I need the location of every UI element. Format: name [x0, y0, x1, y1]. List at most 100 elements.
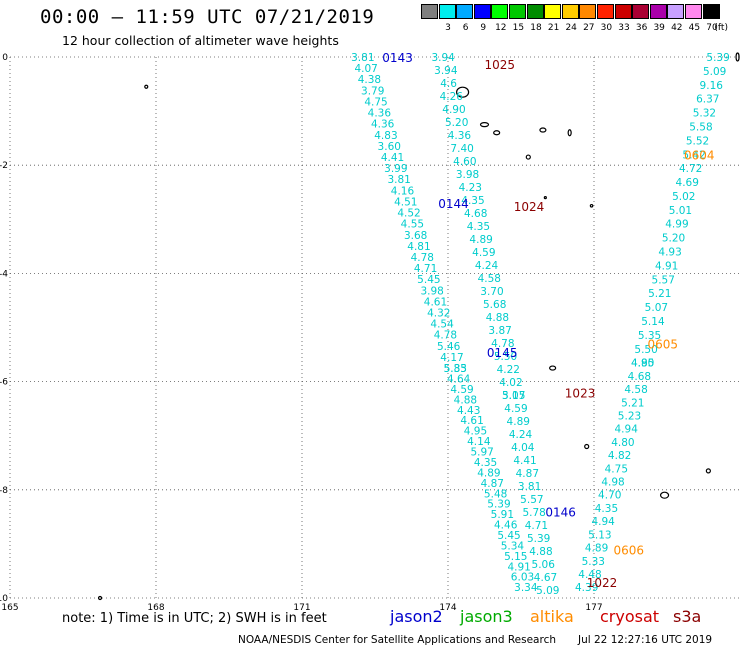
wave-height-value: 4.67: [534, 572, 557, 584]
wave-height-value: 5.46: [437, 341, 461, 353]
wave-height-value: 4.71: [414, 263, 437, 275]
legend-label: 36: [635, 23, 648, 33]
wave-height-value: 4.46: [494, 520, 518, 532]
wave-height-value: 4.89: [477, 467, 500, 479]
legend-swatch: [491, 4, 509, 19]
wave-height-value: 6.03: [511, 572, 534, 584]
wave-height-value: 4.91: [655, 260, 678, 272]
legend-label: 39: [653, 23, 665, 33]
legend-swatch: [509, 4, 526, 19]
legend-label: 24: [565, 23, 577, 33]
wave-height-value: 4.71: [525, 520, 548, 532]
wave-height-value: 4.93: [658, 247, 681, 259]
wave-height-value: 4.55: [401, 219, 424, 231]
island: [659, 491, 670, 499]
altimeter-tracks: 3.814.074.383.794.754.364.364.833.604.41…: [351, 52, 730, 597]
island: [549, 365, 557, 371]
pass-time-labels: 0143 1025 0144 1024 0145 1023 0146 1022 0605 0606…: [382, 51, 714, 590]
pass-time-label: 0144: [438, 197, 469, 211]
wave-height-value: 3.94: [431, 52, 455, 64]
wave-height-value: 4.6: [440, 78, 457, 90]
map-frame: [9, 56, 740, 599]
wave-height-value: 4.23: [459, 182, 482, 194]
pass-time-label: 0145: [487, 346, 518, 360]
wave-height-value: 4.69: [676, 177, 699, 189]
island: [479, 122, 490, 128]
wave-height-value: 4.22: [497, 364, 520, 376]
wave-height-value: 9.16: [700, 80, 724, 92]
lat-tick-label: -2: [0, 161, 8, 171]
legend-swatch: [685, 4, 702, 19]
wave-height-value: 4.60: [453, 156, 476, 168]
wave-height-value: 5.09: [536, 585, 559, 597]
legend-swatch: [579, 4, 597, 19]
pass-time-label: 0146: [545, 505, 576, 519]
wave-height-value: 4.39: [575, 582, 598, 594]
wave-height-value: 4.24: [475, 260, 499, 272]
legend-satellite-jason3: jason3: [460, 607, 513, 626]
island: [567, 129, 572, 137]
wave-height-value: 4.41: [513, 455, 536, 467]
wave-height-value: 3.98: [420, 285, 443, 297]
wave-height-value: 5.01: [669, 205, 692, 217]
island: [456, 86, 470, 98]
wave-height-value: 4.17: [440, 352, 463, 364]
wave-height-value: 5.39: [527, 533, 550, 545]
wave-height-value: 4.82: [608, 450, 631, 462]
wave-height-value: 5.39: [487, 499, 510, 511]
wave-height-value: 5.21: [621, 397, 644, 409]
wave-height-value: 4.83: [374, 130, 397, 142]
wave-height-value: 3.68: [404, 230, 427, 242]
legend-swatch: [473, 4, 491, 19]
credit-text: NOAA/NESDIS Center for Satellite Applica…: [238, 634, 556, 646]
wave-height-value: 4.75: [605, 463, 628, 475]
wave-height-value: 5.39: [706, 52, 729, 64]
wave-height-value: 5.91: [491, 509, 514, 521]
wave-height-value: 5.45: [497, 530, 520, 542]
legend-swatch: [667, 4, 685, 19]
wave-height-value: 4.35: [467, 221, 490, 233]
footer-note: note: 1) Time is in UTC; 2) SWH is in fe…: [62, 611, 327, 626]
wave-height-value: 4.90: [442, 104, 465, 116]
legend-swatch: [614, 4, 632, 19]
island: [539, 127, 547, 133]
wave-height-value: 4.70: [598, 490, 621, 502]
legend-label: 18: [530, 23, 542, 33]
island: [584, 443, 590, 450]
axis-tick-labels: 0 -2 -4 -6 -8 -10165 168 171 174 177: [0, 53, 603, 613]
pass-time-label: 0606: [613, 543, 644, 557]
legend-label: 12: [495, 23, 507, 33]
wave-height-value: 5.13: [588, 529, 611, 541]
legend-label: 42: [671, 23, 683, 33]
wave-height-value: 5.20: [445, 117, 468, 129]
wave-height-value: 4.36: [368, 108, 392, 120]
wave-height-value: 4.80: [631, 358, 654, 370]
island: [735, 52, 740, 62]
legend-swatch: [597, 4, 614, 19]
wave-height-value: 5.42: [682, 149, 705, 161]
wave-height-value: 4.04: [511, 442, 535, 454]
wave-height-value: 3.81: [351, 52, 374, 64]
wave-height-value: 5.97: [470, 447, 493, 459]
legend-swatch: [702, 4, 720, 19]
wave-height-value: 3.79: [361, 85, 384, 97]
wave-height-value: 5.48: [484, 488, 507, 500]
legend-swatch: [438, 4, 456, 19]
wave-height-value: 3.81: [518, 481, 541, 493]
wave-height-value: 4.38: [358, 74, 381, 86]
wave-height-value: 5.83: [444, 363, 467, 375]
wave-height-value: 3.34: [514, 582, 538, 594]
lon-tick-label: 165: [1, 603, 18, 613]
wave-height-value: 4.88: [486, 312, 509, 324]
pass-time-label: 0604: [684, 148, 715, 162]
legend-label: 33: [618, 23, 630, 33]
pass-time-label: 1024: [514, 200, 545, 214]
wave-height-value: 4.80: [611, 437, 634, 449]
legend-satellite-cryosat: cryosat: [600, 607, 660, 626]
wave-height-value: 4.87: [516, 468, 539, 480]
map-subtitle: 12 hour collection of altimeter wave hei…: [62, 33, 339, 48]
wave-height-value: 4.59: [450, 384, 473, 396]
wave-height-value: 4.99: [665, 219, 688, 231]
wave-height-value: 4.58: [478, 273, 501, 285]
wave-height-value: 4.94: [591, 516, 615, 528]
